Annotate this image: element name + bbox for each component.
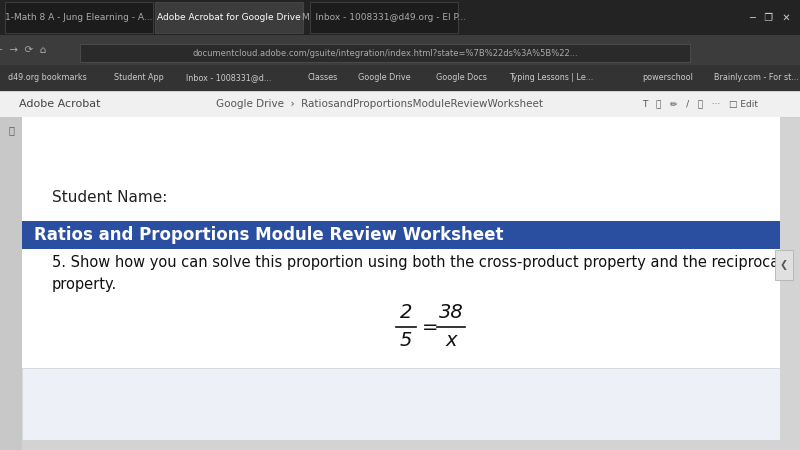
Text: Adobe Acrobat for Google Drive: Adobe Acrobat for Google Drive (157, 14, 301, 22)
Bar (22, 117, 780, 440)
Bar (0, 65, 800, 91)
Text: 📄: 📄 (8, 125, 14, 135)
Text: 5. Show how you can solve this proportion using both the cross-product property : 5. Show how you can solve this proportio… (52, 256, 786, 270)
Text: Adobe Acrobat: Adobe Acrobat (19, 99, 101, 109)
Bar (22, 221, 780, 249)
Bar (80, 44, 690, 62)
Text: Classes: Classes (308, 73, 338, 82)
Bar (0, 117, 22, 450)
Text: 1-Math 8 A - Jung Elearning - A...: 1-Math 8 A - Jung Elearning - A... (6, 14, 153, 22)
Bar (0, 117, 800, 450)
Text: Google Drive  ›  RatiosandProportionsModuleReviewWorksheet: Google Drive › RatiosandProportionsModul… (217, 99, 543, 109)
Text: x: x (446, 330, 457, 350)
Bar (775, 250, 793, 280)
Text: Student App: Student App (114, 73, 163, 82)
Bar (0, 0, 800, 35)
Text: ❮: ❮ (780, 260, 788, 270)
Text: Student Name:: Student Name: (52, 189, 167, 204)
Bar (22, 368, 780, 440)
Text: documentcloud.adobe.com/gsuite/integration/index.html?state=%7B%22ds%3A%5B%22...: documentcloud.adobe.com/gsuite/integrati… (192, 49, 578, 58)
Text: ─   ❐   ✕: ─ ❐ ✕ (750, 13, 790, 23)
Text: =: = (422, 318, 438, 337)
Bar (310, 2, 458, 33)
Text: Inbox - 1008331@d...: Inbox - 1008331@d... (186, 73, 271, 82)
Text: Google Drive: Google Drive (358, 73, 411, 82)
Text: powerschool: powerschool (642, 73, 693, 82)
Text: property.: property. (52, 278, 118, 292)
Text: Typing Lessons | Le...: Typing Lessons | Le... (509, 73, 594, 82)
Text: T   💬   ✏   /   🔍   ···   □ Edit: T 💬 ✏ / 🔍 ··· □ Edit (642, 99, 758, 108)
Bar (5, 2, 153, 33)
Text: d49.org bookmarks: d49.org bookmarks (8, 73, 86, 82)
Text: 2: 2 (400, 303, 412, 323)
Bar (155, 2, 303, 33)
Bar (0, 91, 800, 117)
Bar (0, 35, 800, 65)
Text: M  Inbox - 1008331@d49.org - El P...: M Inbox - 1008331@d49.org - El P... (302, 14, 466, 22)
Text: Google Docs: Google Docs (437, 73, 487, 82)
Text: ←  →  ⟳  ⌂: ← → ⟳ ⌂ (0, 45, 46, 55)
Text: Brainly.com - For st...: Brainly.com - For st... (714, 73, 799, 82)
Text: Ratios and Proportions Module Review Worksheet: Ratios and Proportions Module Review Wor… (34, 226, 503, 244)
Text: 38: 38 (438, 303, 463, 323)
Text: 5: 5 (400, 330, 412, 350)
